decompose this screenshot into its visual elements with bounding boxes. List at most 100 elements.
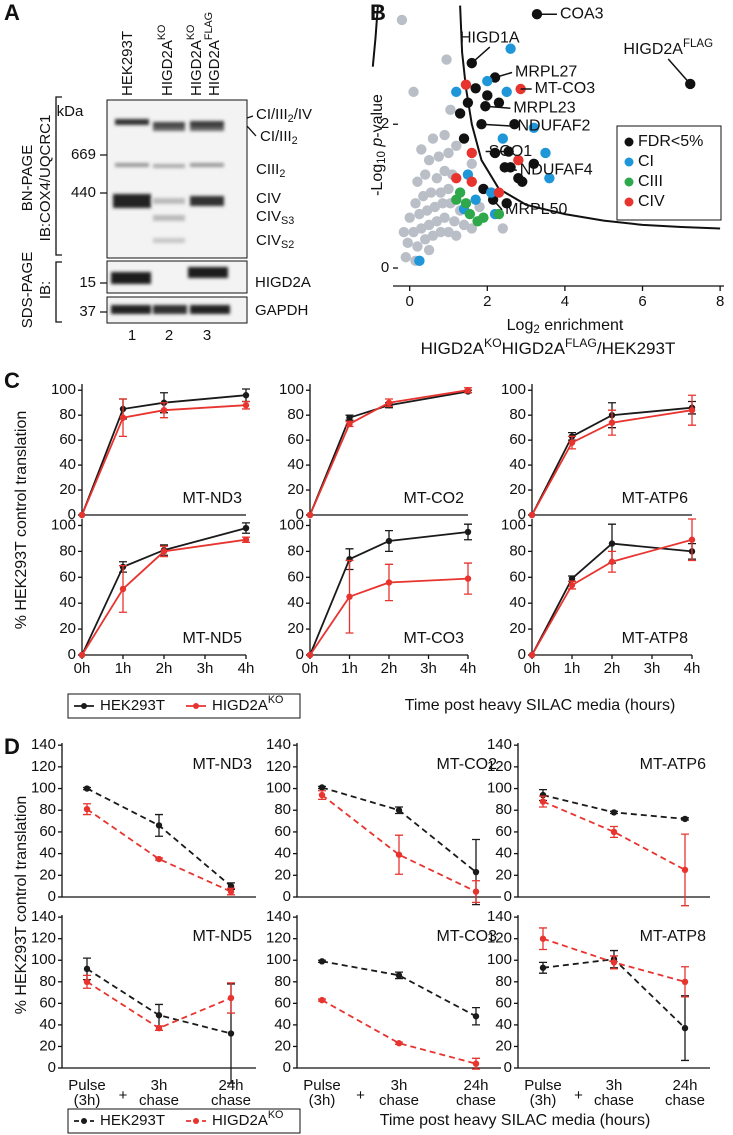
series-line	[86, 808, 232, 893]
band	[190, 127, 224, 131]
text-part: KO	[156, 25, 168, 41]
text-part: GAPDH	[255, 302, 308, 319]
leader-line	[504, 166, 517, 172]
data-point	[404, 212, 415, 223]
data-point	[681, 815, 689, 823]
data-point	[306, 651, 314, 659]
y-tick-label: 20	[59, 620, 76, 637]
y-tick-label: 40	[274, 845, 291, 862]
data-point	[528, 651, 536, 659]
series-line	[531, 409, 693, 516]
data-point	[509, 119, 520, 130]
series-line	[542, 800, 686, 871]
data-point	[466, 158, 477, 169]
text-part: CI/III	[260, 128, 292, 145]
marker-tick	[100, 154, 107, 313]
x-tick-label: 2h	[604, 660, 621, 677]
data-point	[608, 558, 616, 565]
data-point	[346, 593, 353, 600]
y-tick-label: 120	[487, 758, 512, 775]
text-part: CIV	[256, 190, 281, 207]
y-tick-label: 60	[509, 431, 526, 448]
text-part: FLAG	[683, 38, 713, 50]
leader-line	[494, 71, 513, 79]
data-point	[427, 133, 439, 144]
x-tick-label: Pulse	[524, 1077, 562, 1094]
y-tick-label: 100	[31, 951, 56, 968]
data-point	[528, 122, 540, 134]
text-part: HEK293T	[119, 31, 136, 96]
data-point	[610, 809, 618, 816]
y-axis-label: % HEK293T control translation	[13, 796, 30, 1014]
y-tick-label: 80	[39, 801, 56, 818]
data-point	[449, 216, 460, 227]
y-tick-label: 80	[59, 406, 76, 423]
band	[153, 164, 185, 168]
series-line	[81, 527, 247, 656]
x-tick-label: 2	[483, 293, 491, 310]
data-point	[470, 83, 481, 94]
text-part: -Log	[369, 164, 386, 196]
text-part: HIGD2A	[206, 40, 223, 96]
series-line	[309, 390, 469, 516]
legend-marker	[624, 157, 634, 167]
data-point	[451, 230, 462, 241]
x-tick-label: 2h	[156, 660, 173, 677]
legend-marker	[193, 703, 199, 709]
y-tick-label: 60	[287, 568, 304, 585]
data-point	[439, 212, 450, 223]
text-part: /HEK293T	[597, 339, 675, 358]
x-tick-label: 0h	[302, 660, 319, 677]
data-point	[408, 226, 419, 238]
data-point	[414, 255, 425, 267]
x-tick-label: 0	[406, 293, 414, 310]
data-point	[431, 216, 443, 227]
y-tick-label: 60	[495, 994, 512, 1011]
data-point	[608, 540, 616, 547]
bands	[113, 119, 224, 243]
x-tick-label: 3h	[151, 1077, 168, 1094]
text-part: HIGD2A	[502, 339, 566, 358]
side-label: SDS-PAGE	[19, 252, 36, 328]
data-point	[423, 244, 435, 256]
data-point	[420, 169, 431, 180]
x-tick-label: chase	[139, 1092, 179, 1109]
data-point	[385, 537, 393, 545]
data-point	[435, 226, 446, 238]
point-label: NDUFAF4	[520, 162, 593, 179]
band-label: CIII2	[256, 161, 285, 180]
legend-box	[67, 693, 301, 719]
legend-label: FDR<5%	[638, 133, 703, 150]
data-point	[395, 972, 403, 979]
series-line	[542, 958, 686, 1029]
text-part: KO	[484, 336, 502, 350]
y-tick-label: 20	[495, 866, 512, 883]
data-point	[539, 935, 547, 942]
data-point	[433, 151, 444, 162]
data-point	[160, 548, 168, 555]
data-point	[610, 828, 618, 836]
text-part: HIGD2A	[255, 274, 311, 291]
band-label: CI/III2/IV	[256, 106, 312, 125]
data-point	[242, 402, 250, 409]
chart-title: MT-ND3	[182, 490, 242, 507]
data-point	[681, 866, 689, 874]
data-point	[416, 144, 427, 155]
y-tick-label: 100	[487, 951, 512, 968]
legend-label: CIV	[638, 193, 665, 210]
data-point	[464, 208, 476, 220]
data-point	[346, 414, 353, 421]
series-line	[81, 404, 247, 516]
point-label: COA3	[560, 5, 604, 22]
x-tick-label: 24h	[218, 1077, 243, 1094]
y-tick-label: 40	[495, 1016, 512, 1033]
y-tick-label: 0	[504, 888, 512, 905]
band	[188, 267, 228, 278]
data-point	[681, 1024, 689, 1032]
panel-label: A	[4, 0, 20, 25]
data-point	[83, 965, 91, 973]
data-point	[395, 1040, 403, 1047]
y-tick-label: 80	[287, 406, 304, 423]
band-label: CI/III2	[260, 128, 298, 147]
y-tick-label: 0	[68, 506, 76, 523]
